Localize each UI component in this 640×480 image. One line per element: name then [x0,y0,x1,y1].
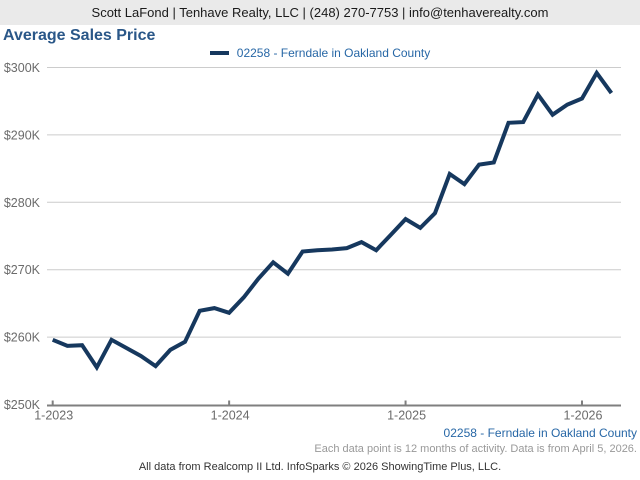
x-axis-label: 1-2023 [34,409,73,423]
footer-attribution: All data from Realcomp II Ltd. InfoSpark… [138,461,502,473]
y-axis-label: $280K [4,196,41,210]
legend-series-label: 02258 - Ferndale in Oakland County [236,46,431,60]
y-axis-label: $250K [4,398,41,412]
x-axis-label: 1-2024 [211,409,250,423]
y-axis-label: $270K [4,263,41,277]
legend-line-swatch [209,51,229,55]
chart-legend: 02258 - Ferndale in Oakland County [0,46,640,60]
y-axis-label: $290K [4,128,41,142]
footer-data-note: Each data point is 12 months of activity… [314,443,637,455]
contact-header: Scott LaFond | Tenhave Realty, LLC | (24… [0,0,640,25]
x-axis-label: 1-2025 [387,409,426,423]
page-title: Average Sales Price [3,27,156,44]
y-axis-label: $260K [4,331,41,345]
y-axis-label: $300K [4,61,41,75]
contact-line: Scott LaFond | Tenhave Realty, LLC | (24… [91,5,549,20]
series-line[interactable] [51,69,614,372]
x-axis-label: 1-2026 [564,409,603,423]
footer-series-label: 02258 - Ferndale in Oakland County [443,426,637,440]
